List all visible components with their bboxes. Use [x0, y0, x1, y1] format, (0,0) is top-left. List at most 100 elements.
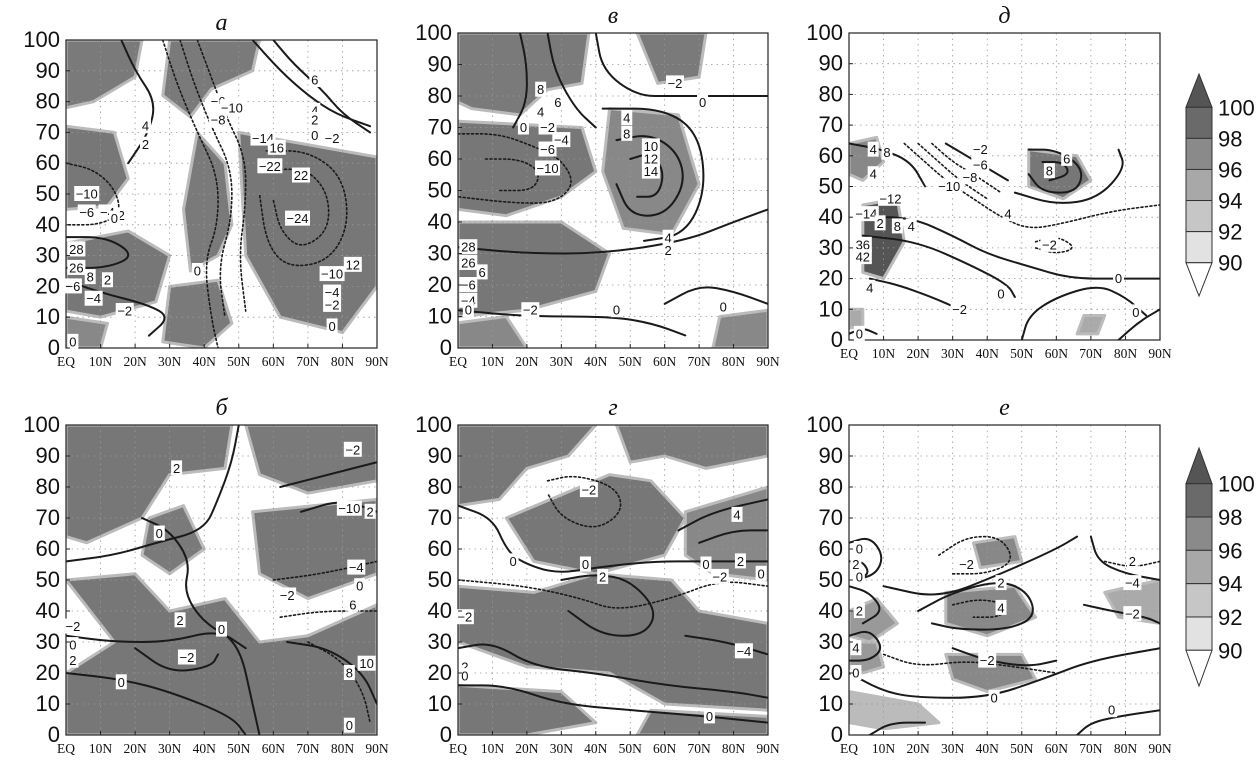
contour-line: [882, 535, 1079, 596]
y-tick-label: 50: [36, 567, 60, 592]
contour-label: −2: [117, 304, 132, 319]
contour-label-bg: [343, 665, 355, 680]
contour-label-bg: [995, 285, 1007, 301]
contour-label-bg: [476, 264, 488, 280]
contour-label: −2: [540, 120, 555, 135]
y-tick-label: 80: [428, 474, 452, 499]
x-tick-label: EQ: [840, 346, 858, 361]
x-tick-label: 50N: [619, 741, 643, 756]
y-tick-label: 60: [428, 536, 452, 561]
contour-line: [615, 135, 684, 217]
contour-label: 0: [852, 666, 859, 681]
contour-label-bg: [535, 103, 547, 119]
x-tick-label: 70N: [296, 354, 320, 369]
contour-label: 4: [623, 111, 630, 126]
colorbar-tick-label: 98: [1218, 505, 1242, 530]
contour-line: [861, 216, 1160, 280]
contour-label-bg: [891, 218, 903, 234]
x-tick-label: 10N: [481, 354, 505, 369]
contour-label: 4: [866, 280, 873, 295]
contour-label: 0: [699, 95, 706, 110]
contour-label: −10: [321, 267, 343, 282]
y-tick-label: 100: [415, 412, 452, 437]
y-tick-label: 10: [36, 304, 60, 329]
contour-label-bg: [755, 565, 767, 581]
x-tick-label: 50N: [619, 354, 643, 369]
y-axis: 0 10 20 30 40 50 60 70 80 90 100: [806, 412, 853, 747]
contour-label: 0: [465, 303, 472, 318]
y-tick-label: 80: [819, 474, 843, 499]
x-tick-label: 50N: [227, 741, 251, 756]
y-tick-label: 100: [23, 27, 60, 52]
contour-label: −2: [457, 610, 472, 625]
contour-label: 0: [156, 526, 163, 541]
contour-label-bg: [309, 72, 321, 88]
contour-label: 10: [644, 139, 658, 154]
contour-label: 0: [706, 709, 713, 724]
x-tick-label: EQ: [57, 354, 75, 369]
colorbar-box: [1185, 549, 1213, 585]
contour-line-negative: [196, 40, 247, 312]
contour-label-bg: [257, 158, 283, 174]
contour-line-negative: [179, 40, 233, 318]
y-tick-label: 100: [806, 412, 843, 437]
x-tick-label: 70N: [1079, 741, 1103, 756]
contour-label-bg: [343, 717, 355, 733]
y-tick-label: 70: [819, 505, 843, 530]
contour-label: 0: [118, 675, 125, 690]
contour-line: [251, 40, 372, 128]
y-tick-label: 40: [819, 598, 843, 623]
contour-label: 6: [554, 95, 561, 110]
contour-label-bg: [285, 210, 311, 226]
x-tick-label: 30N: [158, 741, 182, 756]
contour-label: 0: [991, 690, 998, 705]
contour-label-bg: [877, 190, 903, 206]
contour-label: 26: [69, 260, 83, 275]
contour-label: −6: [65, 279, 80, 294]
x-tick-label: 90N: [1148, 741, 1172, 756]
contour-label: −10: [938, 179, 960, 194]
contour-line-negative: [882, 653, 1058, 674]
x-tick-label: 40N: [193, 354, 217, 369]
colorbar-tick-label: 90: [1218, 251, 1242, 276]
y-tick-label: 80: [428, 83, 452, 108]
contour-label: 8: [87, 270, 94, 285]
contour-line: [546, 33, 597, 129]
contour-label-bg: [995, 599, 1007, 615]
contour-label: 8: [537, 82, 544, 97]
colorbar-tick-label: 92: [1218, 605, 1242, 630]
y-axis: 0 10 20 30 40 50 60 70 80 90 100: [415, 20, 462, 360]
contour-label-bg: [734, 643, 753, 659]
y-tick-label: 10: [428, 304, 452, 329]
shaded-region: [635, 708, 768, 735]
contour-label: −2: [959, 557, 974, 572]
contour-line: [868, 721, 927, 735]
x-tick-label: 80N: [1114, 346, 1138, 361]
x-tick-label: 10N: [481, 741, 505, 756]
contour-line: [120, 40, 155, 165]
contour-label-bg: [853, 249, 872, 265]
y-tick-label: 90: [819, 443, 843, 468]
contour-label-bg: [957, 556, 976, 572]
contour-label-bg: [700, 556, 712, 572]
contour-label: 8: [894, 219, 901, 234]
contour-label-bg: [905, 218, 917, 234]
x-tick-label: 70N: [687, 741, 711, 756]
contour-line: [917, 582, 1034, 631]
contour-label: 2: [173, 461, 180, 476]
y-tick-label: 90: [428, 52, 452, 77]
colorbar-box: [1185, 516, 1213, 551]
contour-label-bg: [641, 151, 660, 166]
contour-label: 10: [359, 656, 373, 671]
contour-label-bg: [115, 674, 127, 690]
contour-label-bg: [177, 649, 196, 665]
contour-label-bg: [364, 503, 376, 519]
contour-line-negative: [931, 142, 1002, 194]
x-tick-label: 10N: [872, 741, 896, 756]
contour-label: 0: [1108, 703, 1115, 718]
contour-label-bg: [459, 277, 478, 292]
contour-label-bg: [864, 279, 876, 295]
